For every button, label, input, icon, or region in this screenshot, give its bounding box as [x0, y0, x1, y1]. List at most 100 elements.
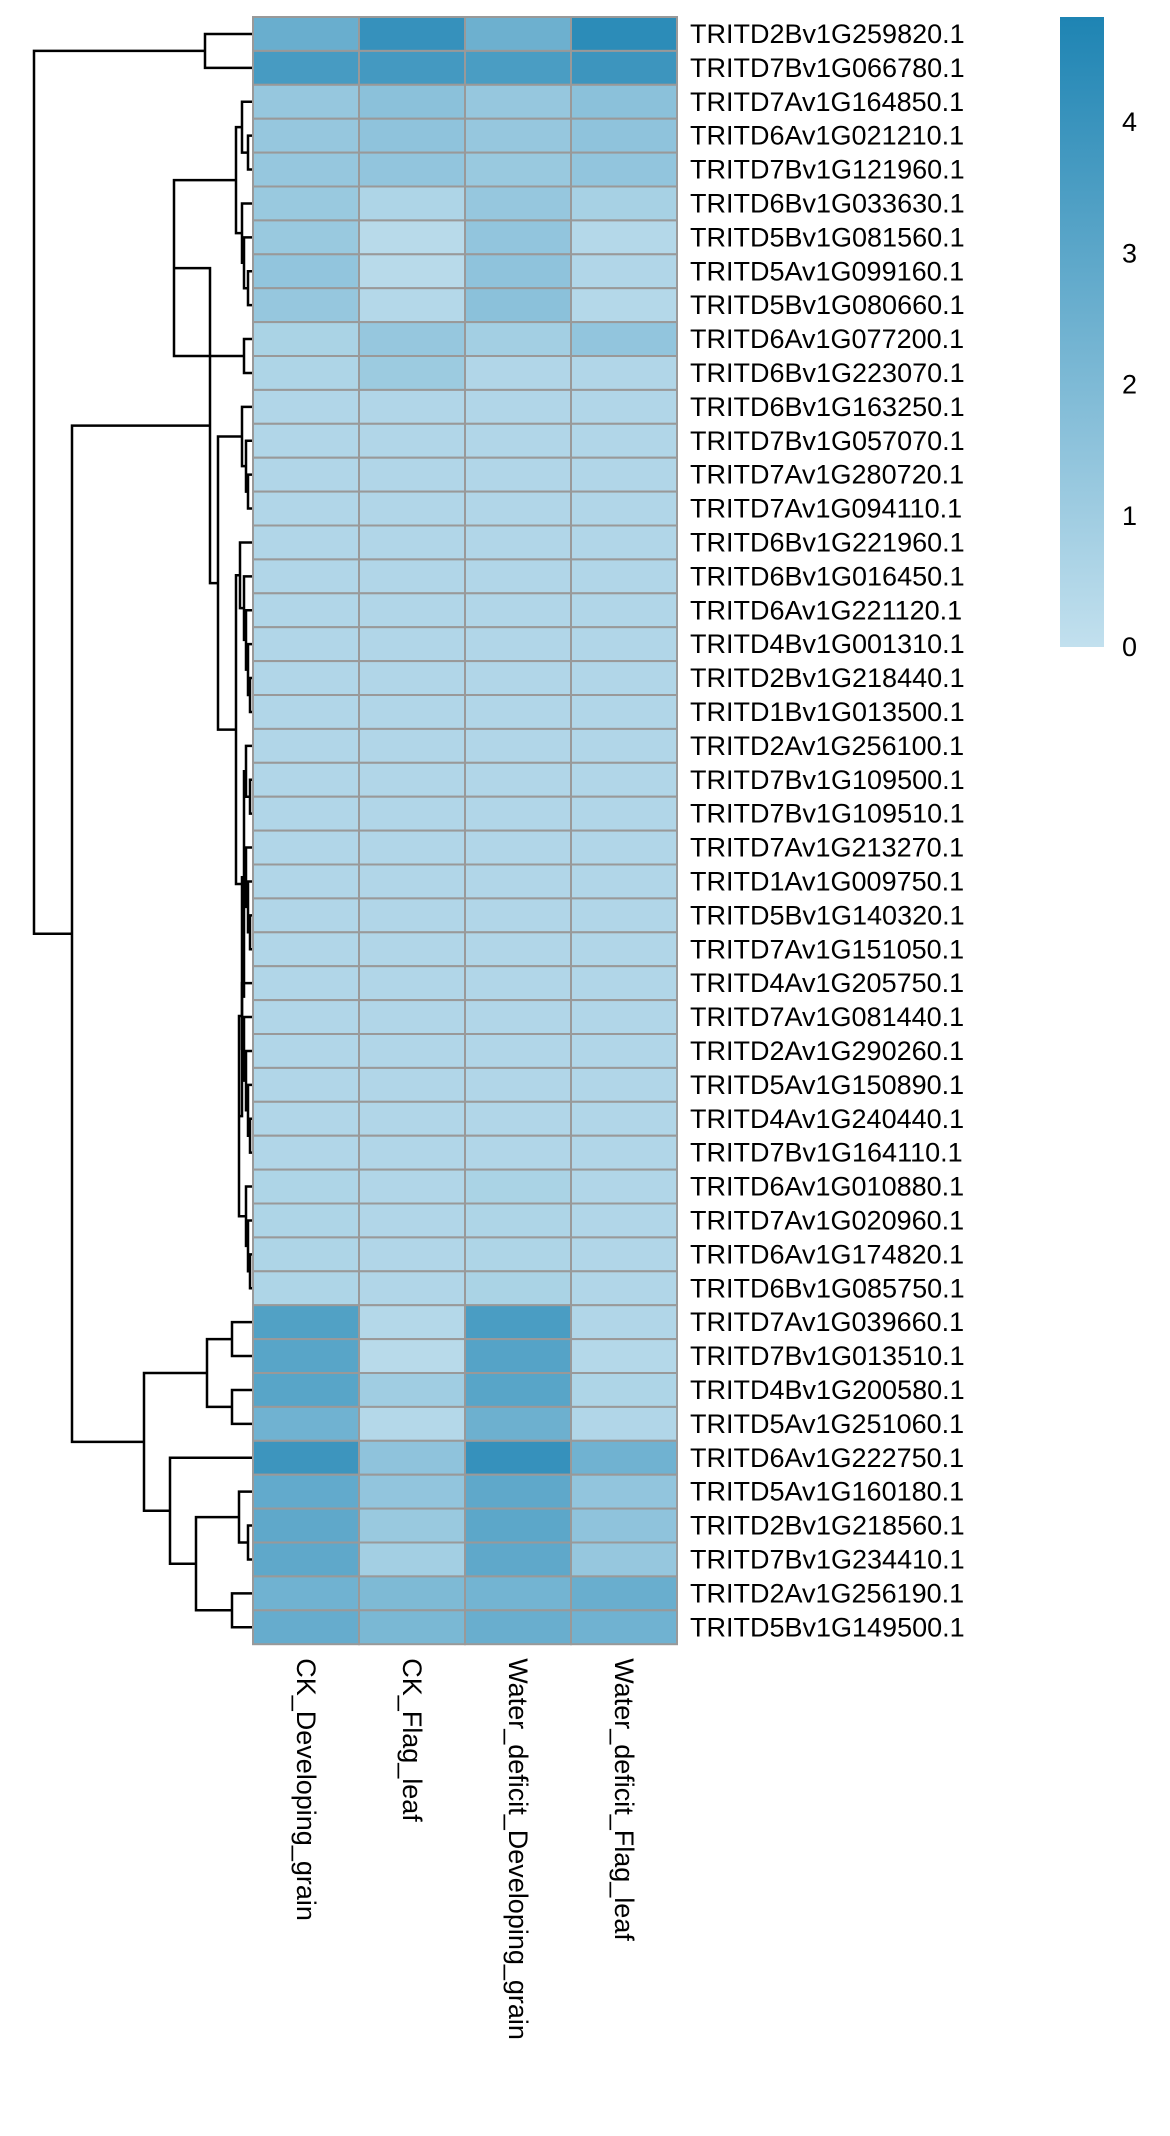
- heatmap-cell: [570, 1202, 678, 1239]
- heatmap-cell: [358, 1575, 466, 1612]
- heatmap-cell: [252, 490, 360, 527]
- row-label: TRITD6Bv1G223070.1: [690, 358, 965, 388]
- heatmap-cell: [570, 558, 678, 595]
- heatmap-cell: [464, 1405, 572, 1442]
- heatmap-cell: [358, 1236, 466, 1273]
- column-label: Water_deficit_Flag_leaf: [609, 1658, 639, 1941]
- heatmap-cell: [570, 660, 678, 696]
- row-label: TRITD7Av1G039660.1: [690, 1307, 964, 1337]
- dendrogram-branch: [244, 744, 253, 798]
- heatmap-cell: [358, 1168, 466, 1205]
- heatmap-cell: [358, 219, 466, 256]
- heatmap-cell: [252, 1066, 360, 1103]
- legend-tick-label: 0: [1122, 632, 1137, 662]
- heatmap-cell: [464, 321, 572, 358]
- heatmap-cell: [358, 1405, 466, 1442]
- heatmap-cell: [570, 490, 678, 527]
- heatmap-cell: [570, 388, 678, 425]
- heatmap-cell: [464, 219, 572, 256]
- heatmap-cell: [252, 592, 360, 629]
- heatmap-cell: [464, 727, 572, 764]
- heatmap-cell: [252, 219, 360, 256]
- row-label: TRITD5Bv1G149500.1: [690, 1612, 965, 1642]
- heatmap-cell: [358, 117, 466, 154]
- heatmap-cell: [358, 1439, 466, 1476]
- dendrogram-branch: [238, 541, 253, 610]
- row-label: TRITD6Av1G174820.1: [690, 1239, 964, 1269]
- heatmap-cell: [358, 490, 466, 527]
- dendrogram-branch: [237, 1490, 253, 1544]
- heatmap-cell: [358, 1033, 466, 1069]
- heatmap-cell: [464, 592, 572, 629]
- dendrogram-branch: [142, 1371, 207, 1512]
- heatmap-cell: [252, 1541, 360, 1578]
- heatmap-cell: [358, 16, 466, 52]
- row-label: TRITD7Av1G280720.1: [690, 460, 964, 490]
- heatmap-cell: [464, 1541, 572, 1578]
- heatmap-cell: [252, 863, 360, 900]
- row-dendrogram: [32, 32, 253, 1629]
- dendrogram-branch: [230, 1388, 253, 1426]
- heatmap-cell: [358, 83, 466, 120]
- dendrogram-branch: [194, 1515, 239, 1612]
- row-label: TRITD7Bv1G164110.1: [690, 1138, 963, 1168]
- heatmap-cell: [358, 1270, 466, 1307]
- heatmap-cell: [570, 1609, 678, 1646]
- heatmap-cell: [358, 287, 466, 324]
- heatmap-cell: [358, 863, 466, 900]
- dendrogram-branch: [246, 134, 253, 171]
- heatmap-cell: [358, 1202, 466, 1239]
- heatmap-cell: [358, 965, 466, 1002]
- heatmap-cell: [464, 117, 572, 154]
- row-label: TRITD6Bv1G221960.1: [690, 527, 965, 557]
- row-label: TRITD7Av1G081440.1: [690, 1002, 964, 1032]
- heatmap-cell: [252, 1338, 360, 1374]
- dendrogram-branch: [237, 1014, 246, 1218]
- heatmap-cell: [252, 456, 360, 493]
- heatmap-cell: [570, 863, 678, 900]
- row-label: TRITD7Bv1G057070.1: [690, 426, 965, 456]
- heatmap-cell: [570, 1338, 678, 1374]
- heatmap-cell: [252, 1202, 360, 1239]
- heatmap-cell: [570, 321, 678, 358]
- heatmap-cell: [252, 1473, 360, 1510]
- dendrogram-branch: [248, 778, 253, 815]
- heatmap-cell: [252, 49, 360, 86]
- heatmap-cell: [464, 931, 572, 968]
- heatmap-cell: [252, 1168, 360, 1205]
- heatmap-cell: [570, 1575, 678, 1612]
- heatmap-cell: [464, 1439, 572, 1476]
- heatmap-cell: [464, 1507, 572, 1544]
- heatmap-cell: [570, 1270, 678, 1307]
- heatmap-cell: [464, 1134, 572, 1171]
- heatmap-cell: [570, 219, 678, 256]
- heatmap-cell: [252, 253, 360, 290]
- heatmap-cell: [252, 1304, 360, 1341]
- legend-tick-label: 4: [1122, 107, 1137, 137]
- row-label: TRITD2Av1G290260.1: [690, 1036, 964, 1066]
- dendrogram-branch: [234, 125, 242, 235]
- heatmap-cell: [464, 253, 572, 290]
- row-label: TRITD7Bv1G121960.1: [690, 155, 965, 185]
- row-label: TRITD6Av1G010880.1: [690, 1172, 964, 1202]
- heatmap-cell: [570, 829, 678, 866]
- row-label: TRITD6Bv1G163250.1: [690, 392, 965, 422]
- heatmap-cell: [358, 558, 466, 595]
- heatmap-cell: [570, 1100, 678, 1137]
- heatmap-cell: [358, 151, 466, 188]
- dendrogram-branch: [242, 236, 253, 290]
- heatmap-cell: [570, 1507, 678, 1544]
- dendrogram-branch: [240, 405, 253, 468]
- heatmap-cell: [358, 829, 466, 866]
- heatmap-cell: [570, 694, 678, 730]
- heatmap-cell: [464, 694, 572, 730]
- heatmap-cell: [252, 1033, 360, 1069]
- heatmap-cell: [464, 287, 572, 324]
- dendrogram-branch: [168, 1456, 253, 1565]
- heatmap-cell: [358, 999, 466, 1035]
- row-label: TRITD2Bv1G218440.1: [690, 663, 965, 693]
- row-label: TRITD2Bv1G259820.1: [690, 19, 965, 49]
- row-label: TRITD4Bv1G001310.1: [690, 629, 965, 659]
- heatmap-cell: [464, 1473, 572, 1510]
- heatmap-cell: [570, 1168, 678, 1205]
